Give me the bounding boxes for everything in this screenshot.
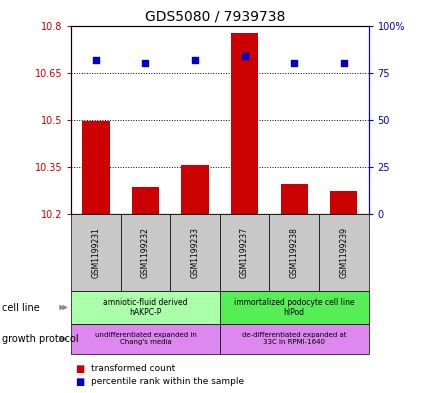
Text: ■: ■ [75,364,84,374]
Text: GDS5080 / 7939738: GDS5080 / 7939738 [145,10,285,24]
Text: GSM1199239: GSM1199239 [338,227,347,278]
Text: GSM1199233: GSM1199233 [190,227,199,278]
Text: growth protocol: growth protocol [2,334,79,344]
Point [142,60,149,66]
Text: undifferentiated expanded in
Chang's media: undifferentiated expanded in Chang's med… [94,332,196,345]
Point [191,56,198,62]
Text: GSM1199231: GSM1199231 [91,227,100,278]
Text: GSM1199232: GSM1199232 [141,227,150,278]
Text: percentile rank within the sample: percentile rank within the sample [90,378,243,386]
Text: transformed count: transformed count [90,364,174,373]
Text: GSM1199237: GSM1199237 [240,227,249,278]
Bar [280,184,307,214]
Bar [181,165,208,214]
Text: amniotic-fluid derived
hAKPC-P: amniotic-fluid derived hAKPC-P [103,298,187,317]
Bar [82,121,109,214]
Text: GSM1199238: GSM1199238 [289,227,298,278]
Text: immortalized podocyte cell line
hIPod: immortalized podocyte cell line hIPod [233,298,353,317]
Point [339,60,346,66]
Point [92,56,99,62]
Text: de-differentiated expanded at
33C in RPMI-1640: de-differentiated expanded at 33C in RPM… [241,332,346,345]
Point [290,60,297,66]
Text: ■: ■ [75,377,84,387]
Point [240,53,247,59]
Bar [230,33,258,214]
Bar [132,187,159,214]
Text: cell line: cell line [2,303,40,312]
Bar [329,191,356,214]
